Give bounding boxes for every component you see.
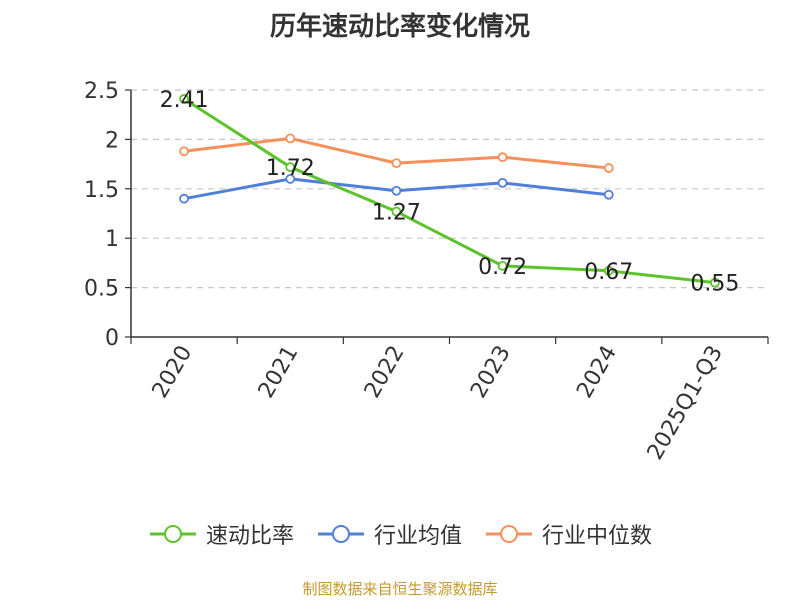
legend-swatch	[486, 525, 532, 543]
y-tick-label: 2.5	[84, 79, 119, 104]
data-point	[391, 185, 402, 196]
data-point	[603, 163, 614, 173]
legend: 速动比率 行业均值 行业中位数	[0, 518, 800, 550]
data-point	[497, 260, 508, 271]
data-point	[603, 265, 614, 276]
y-tick-label: 1	[105, 227, 119, 252]
data-label: 0.72	[478, 255, 527, 280]
legend-marker	[331, 525, 350, 543]
legend-item[interactable]: 速动比率	[148, 518, 294, 550]
data-label: 2.41	[160, 88, 209, 113]
x-tick-label: 2025Q1-Q3	[643, 342, 728, 465]
data-label: 0.67	[584, 260, 633, 285]
legend-marker	[163, 525, 182, 543]
legend-label: 行业中位数	[542, 524, 653, 549]
y-tick-label: 0	[105, 326, 119, 351]
data-point	[603, 189, 614, 200]
data-point	[179, 193, 189, 204]
data-point	[391, 206, 402, 217]
data-label: 1.27	[372, 201, 421, 226]
data-label: 1.72	[266, 156, 315, 181]
data-point	[497, 152, 508, 163]
x-tick-label: 2022	[360, 342, 410, 403]
y-tick-label: 1.5	[84, 178, 119, 203]
y-tick-label: 0.5	[84, 277, 119, 302]
x-tick-label: 2023	[466, 342, 516, 403]
legend-marker	[500, 525, 518, 543]
legend-item[interactable]: 行业中位数	[484, 518, 652, 550]
legend-label: 速动比率	[205, 524, 294, 549]
x-tick-label: 2020	[148, 342, 198, 403]
legend-label: 行业均值	[373, 524, 462, 549]
data-point	[710, 277, 720, 288]
footer-source: 制图数据来自恒生聚源数据库	[302, 580, 498, 598]
data-point	[285, 162, 296, 172]
data-label: 0.55	[690, 272, 739, 297]
data-point	[285, 174, 296, 184]
data-point	[179, 93, 189, 104]
x-tick-label: 2021	[254, 342, 304, 403]
x-tick-label: 2024	[572, 342, 622, 403]
legend-swatch	[149, 525, 196, 543]
data-point	[285, 133, 296, 144]
chart-title: 历年速动比率变化情况	[269, 12, 530, 42]
data-point	[497, 177, 508, 188]
series-line-0	[183, 97, 716, 285]
legend-swatch	[317, 525, 364, 543]
y-tick-label: 2	[105, 128, 119, 153]
data-point	[391, 158, 402, 169]
legend-item[interactable]: 行业均值	[316, 518, 462, 550]
data-point	[179, 146, 189, 157]
